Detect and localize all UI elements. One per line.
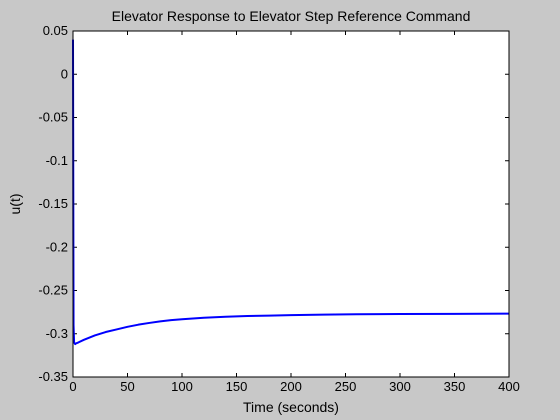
x-tick-label: 150	[226, 379, 248, 394]
x-tick-label: 300	[389, 379, 411, 394]
chart-title: Elevator Response to Elevator Step Refer…	[112, 8, 471, 24]
x-tick-label: 100	[171, 379, 193, 394]
y-tick-label: -0.15	[38, 196, 68, 211]
x-tick-label: 200	[280, 379, 302, 394]
x-tick-label: 50	[120, 379, 134, 394]
y-tick-label: -0.05	[38, 110, 68, 125]
y-axis-label: u(t)	[7, 194, 23, 215]
x-tick-label: 0	[69, 379, 76, 394]
y-tick-label: -0.25	[38, 283, 68, 298]
y-tick-label: -0.3	[46, 326, 68, 341]
plot-area	[73, 31, 509, 377]
x-tick-label: 250	[335, 379, 357, 394]
x-tick-label: 350	[444, 379, 466, 394]
y-tick-label: -0.1	[46, 153, 68, 168]
x-tick-label: 400	[498, 379, 520, 394]
axes-frame	[72, 30, 510, 378]
y-tick-label: -0.35	[38, 369, 68, 384]
y-tick-label: 0	[61, 66, 68, 81]
data-lines	[72, 39, 510, 346]
tick-labels: 0 50 100 150 200 250 300 350 400 0.05 0 -0.05 -0.1 -0…	[38, 23, 519, 394]
series-line	[72, 39, 510, 346]
y-tick-label: 0.05	[43, 23, 68, 38]
x-axis-label: Time (seconds)	[243, 399, 339, 415]
y-tick-label: -0.2	[46, 239, 68, 254]
